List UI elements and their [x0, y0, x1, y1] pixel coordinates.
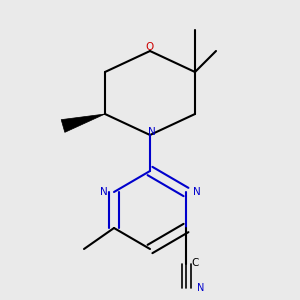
Text: N: N: [100, 187, 107, 197]
Text: O: O: [146, 41, 154, 52]
Text: C: C: [191, 257, 199, 268]
Text: N: N: [193, 187, 200, 197]
Polygon shape: [61, 114, 105, 132]
Text: N: N: [148, 127, 155, 137]
Text: N: N: [196, 283, 204, 293]
